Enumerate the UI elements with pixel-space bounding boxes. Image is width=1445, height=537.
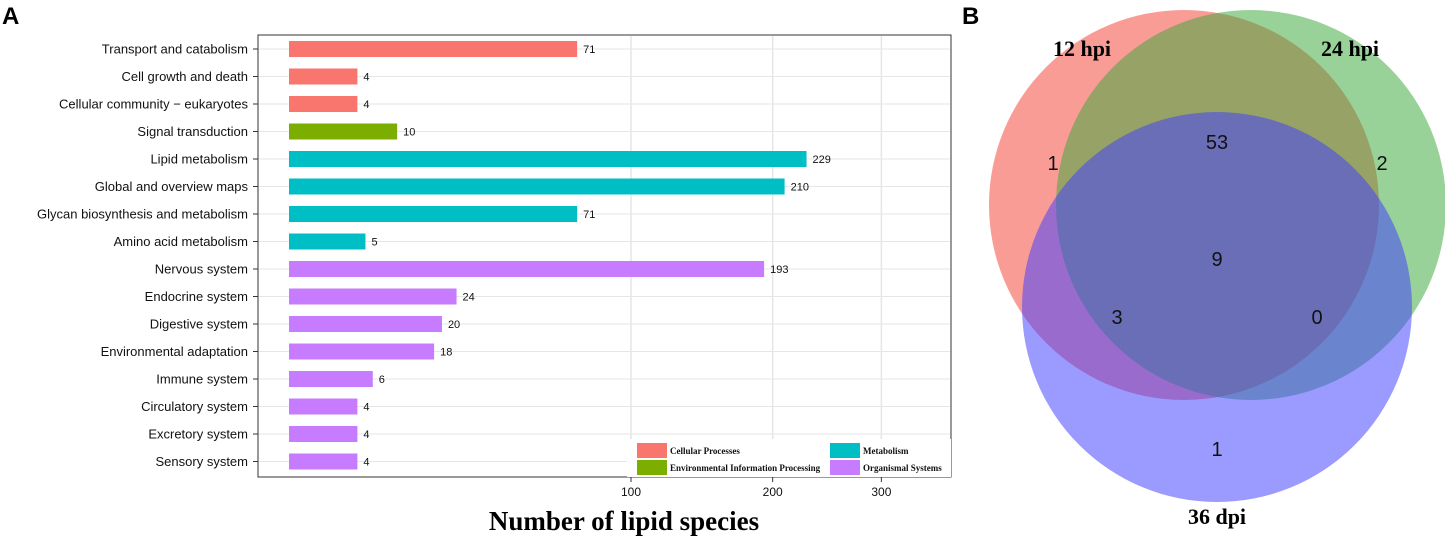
y-tick-marks (253, 48, 258, 462)
bar-circulatory-system (289, 398, 358, 415)
bar-chart: Transport and catabolism Cell growth and … (37, 34, 952, 536)
value-label-digestive-system: 20 (448, 319, 460, 331)
value-label-lipid-metabolism: 229 (813, 154, 831, 166)
value-label-excretory-system: 4 (363, 429, 369, 441)
bar-signal-transduction (289, 123, 398, 140)
x-tick-label: 100 (621, 485, 641, 499)
value-label-cellular-community-eukaryotes: 4 (363, 99, 369, 111)
category-label-immune-system: Immune system (156, 372, 248, 387)
legend-label-organismal-systems: Organismal Systems (863, 463, 942, 473)
bar-cell-growth-and-death (289, 68, 358, 85)
category-label-sensory-system: Sensory system (156, 454, 248, 469)
category-label-glycan-biosynthesis-and-metabolism: Glycan biosynthesis and metabolism (37, 207, 248, 222)
value-label-environmental-adaptation: 18 (440, 347, 452, 359)
bar-lipid-metabolism (289, 151, 807, 167)
bar-nervous-system (289, 261, 765, 277)
venn-set-label-36-dpi: 36 dpi (1188, 504, 1246, 529)
value-label-circulatory-system: 4 (363, 402, 369, 414)
venn-set-label-24-hpi: 24 hpi (1321, 36, 1379, 61)
legend-swatch-organismal-systems (830, 460, 860, 475)
x-ticks: 100 200 300 (621, 477, 892, 499)
venn-count-36-dpi-only: 1 (1211, 439, 1222, 461)
category-label-global-and-overview-maps: Global and overview maps (95, 179, 249, 194)
category-label-cellular-community-eukaryotes: Cellular community − eukaryotes (59, 97, 248, 112)
plot-area (257, 34, 952, 478)
legend-swatch-environmental-information-processing (637, 460, 667, 475)
venn-set-label-12-hpi: 12 hpi (1053, 36, 1111, 61)
venn-count-12-36: 3 (1111, 307, 1122, 329)
category-label-amino-acid-metabolism: Amino acid metabolism (114, 234, 248, 249)
bar-endocrine-system (289, 288, 457, 305)
legend-label-environmental-information-processing: Environmental Information Processing (670, 463, 821, 473)
legend: Cellular Processes Environmental Informa… (627, 439, 951, 477)
bars (289, 41, 807, 470)
value-labels: 71 4 4 10 229 210 71 5 193 24 20 18 6 4 4 4 (363, 44, 830, 469)
bar-global-and-overview-maps (289, 178, 785, 195)
bar-cellular-community-eukaryotes (289, 96, 358, 112)
bar-immune-system (289, 371, 373, 387)
category-label-environmental-adaptation: Environmental adaptation (101, 344, 248, 359)
value-label-glycan-biosynthesis-and-metabolism: 71 (583, 209, 595, 221)
venn-count-12-hpi-only: 1 (1047, 153, 1058, 175)
x-tick-label: 300 (871, 485, 891, 499)
bar-transport-and-catabolism (289, 41, 578, 57)
value-label-endocrine-system: 24 (463, 292, 475, 304)
value-label-nervous-system: 193 (770, 264, 788, 276)
venn-count-24-36: 0 (1311, 307, 1322, 329)
bar-excretory-system (289, 426, 358, 442)
venn-count-12-24: 53 (1206, 132, 1228, 154)
bar-sensory-system (289, 453, 358, 470)
category-label-nervous-system: Nervous system (155, 262, 248, 277)
venn-count-all: 9 (1211, 249, 1222, 271)
panel-a-label: A (2, 3, 19, 30)
venn-circle-36-dpi (1022, 112, 1412, 502)
category-label-excretory-system: Excretory system (148, 427, 248, 442)
bar-environmental-adaptation (289, 343, 435, 360)
x-axis-title: Number of lipid species (489, 506, 759, 536)
legend-background (627, 439, 951, 477)
category-label-transport-and-catabolism: Transport and catabolism (102, 42, 248, 57)
category-label-digestive-system: Digestive system (150, 317, 248, 332)
category-label-lipid-metabolism: Lipid metabolism (150, 152, 248, 167)
bar-amino-acid-metabolism (289, 233, 366, 250)
legend-swatch-cellular-processes (637, 443, 667, 458)
x-tick-label: 200 (763, 485, 783, 499)
venn-count-24-hpi-only: 2 (1376, 153, 1387, 175)
value-label-transport-and-catabolism: 71 (583, 44, 595, 56)
value-label-immune-system: 6 (379, 374, 385, 386)
value-label-sensory-system: 4 (363, 457, 369, 469)
category-label-circulatory-system: Circulatory system (141, 399, 248, 414)
panel-b-label: B (962, 3, 979, 30)
legend-label-metabolism: Metabolism (863, 446, 909, 456)
bar-glycan-biosynthesis-and-metabolism (289, 206, 578, 222)
category-label-signal-transduction: Signal transduction (137, 124, 248, 139)
value-label-amino-acid-metabolism: 5 (371, 237, 377, 249)
category-labels: Transport and catabolism Cell growth and … (37, 42, 248, 470)
legend-swatch-metabolism (830, 443, 860, 458)
value-label-global-and-overview-maps: 210 (791, 182, 809, 194)
category-label-cell-growth-and-death: Cell growth and death (122, 69, 248, 84)
value-label-cell-growth-and-death: 4 (363, 72, 369, 84)
value-label-signal-transduction: 10 (403, 127, 415, 139)
category-label-endocrine-system: Endocrine system (145, 289, 248, 304)
bar-digestive-system (289, 316, 442, 332)
legend-label-cellular-processes: Cellular Processes (670, 446, 740, 456)
venn-diagram: 12 hpi 24 hpi 36 dpi 1 2 1 53 3 0 9 (989, 10, 1445, 529)
